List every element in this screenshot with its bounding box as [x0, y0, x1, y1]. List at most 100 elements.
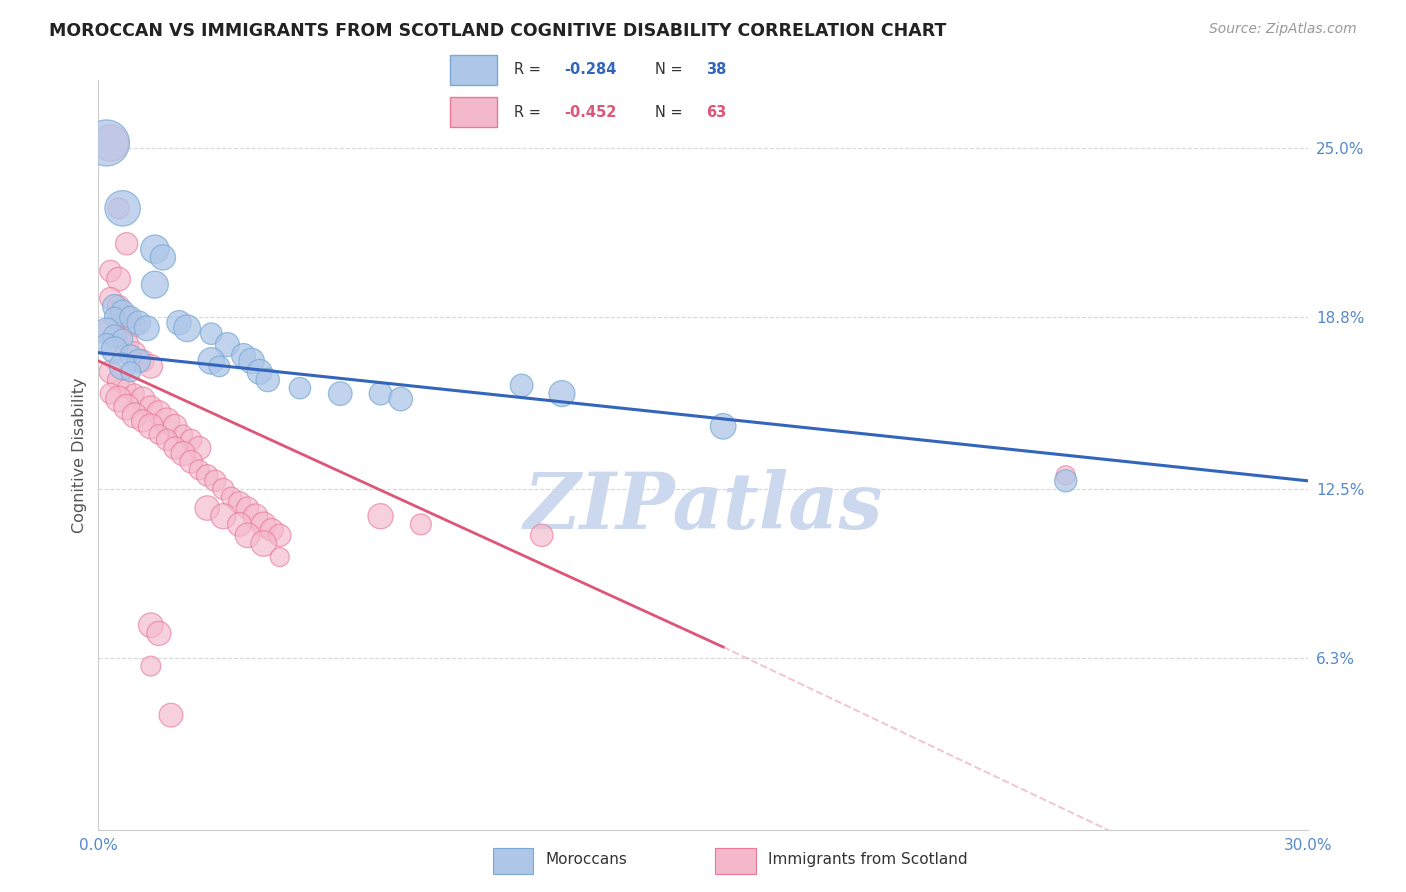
- Point: [96, 337, 118, 351]
- Bar: [716, 848, 755, 874]
- Point: [124, 386, 146, 401]
- Point: [100, 264, 122, 278]
- Point: [160, 708, 183, 723]
- Bar: [492, 848, 533, 874]
- Point: [124, 318, 146, 333]
- Point: [156, 433, 179, 447]
- Point: [711, 419, 734, 434]
- Point: [115, 401, 138, 415]
- Point: [107, 392, 129, 406]
- Point: [139, 419, 162, 434]
- Point: [124, 409, 146, 423]
- Point: [107, 300, 129, 314]
- Point: [208, 359, 231, 374]
- Point: [188, 463, 211, 477]
- Point: [510, 378, 533, 392]
- Point: [107, 272, 129, 286]
- Point: [120, 365, 142, 379]
- Point: [1054, 468, 1077, 483]
- Point: [180, 455, 202, 469]
- Point: [200, 354, 222, 368]
- Point: [172, 427, 194, 442]
- Text: -0.452: -0.452: [564, 104, 617, 120]
- Point: [120, 349, 142, 363]
- Point: [195, 501, 218, 516]
- Point: [288, 381, 311, 395]
- Point: [139, 359, 162, 374]
- Point: [96, 136, 118, 150]
- Point: [128, 316, 150, 330]
- Point: [370, 509, 392, 524]
- Point: [245, 509, 267, 524]
- Point: [200, 326, 222, 341]
- Point: [236, 528, 259, 542]
- Point: [107, 329, 129, 343]
- Point: [103, 300, 125, 314]
- Point: [103, 310, 125, 325]
- Point: [115, 236, 138, 251]
- Point: [100, 365, 122, 379]
- Point: [148, 626, 170, 640]
- Point: [176, 321, 198, 335]
- Point: [217, 337, 239, 351]
- Point: [103, 329, 125, 343]
- Point: [530, 528, 553, 542]
- Point: [115, 381, 138, 395]
- Point: [100, 324, 122, 338]
- Point: [128, 354, 150, 368]
- Point: [100, 291, 122, 305]
- Text: 63: 63: [706, 104, 727, 120]
- Point: [195, 468, 218, 483]
- Point: [111, 359, 134, 374]
- Point: [120, 310, 142, 325]
- Text: MOROCCAN VS IMMIGRANTS FROM SCOTLAND COGNITIVE DISABILITY CORRELATION CHART: MOROCCAN VS IMMIGRANTS FROM SCOTLAND COG…: [49, 22, 946, 40]
- Point: [124, 345, 146, 359]
- Point: [111, 332, 134, 346]
- Point: [163, 441, 186, 455]
- Point: [260, 523, 283, 537]
- Point: [253, 536, 276, 550]
- Point: [389, 392, 412, 406]
- Point: [212, 482, 235, 496]
- Bar: [450, 55, 496, 85]
- Point: [115, 310, 138, 325]
- Text: N =: N =: [655, 104, 688, 120]
- Point: [232, 349, 254, 363]
- Point: [100, 136, 122, 150]
- Point: [96, 324, 118, 338]
- Point: [249, 365, 271, 379]
- Point: [204, 474, 226, 488]
- Point: [107, 373, 129, 387]
- Point: [139, 401, 162, 415]
- Point: [107, 202, 129, 216]
- Point: [172, 446, 194, 460]
- Point: [269, 550, 291, 565]
- Point: [228, 495, 250, 509]
- Point: [409, 517, 432, 532]
- Point: [135, 321, 157, 335]
- Point: [148, 427, 170, 442]
- Point: [152, 251, 174, 265]
- Text: R =: R =: [513, 104, 546, 120]
- Point: [103, 343, 125, 357]
- Text: -0.284: -0.284: [564, 62, 617, 78]
- Point: [212, 509, 235, 524]
- Point: [1054, 474, 1077, 488]
- Text: ZIPatlas: ZIPatlas: [523, 469, 883, 546]
- Point: [111, 202, 134, 216]
- Point: [253, 517, 276, 532]
- Point: [100, 386, 122, 401]
- Point: [143, 277, 166, 292]
- Text: Source: ZipAtlas.com: Source: ZipAtlas.com: [1209, 22, 1357, 37]
- Point: [148, 406, 170, 420]
- Point: [370, 386, 392, 401]
- Text: 38: 38: [706, 62, 727, 78]
- Text: Immigrants from Scotland: Immigrants from Scotland: [768, 853, 967, 867]
- Bar: [450, 97, 496, 127]
- Point: [240, 354, 263, 368]
- Point: [163, 419, 186, 434]
- Point: [256, 373, 278, 387]
- Y-axis label: Cognitive Disability: Cognitive Disability: [72, 377, 87, 533]
- Point: [143, 242, 166, 256]
- Point: [329, 386, 352, 401]
